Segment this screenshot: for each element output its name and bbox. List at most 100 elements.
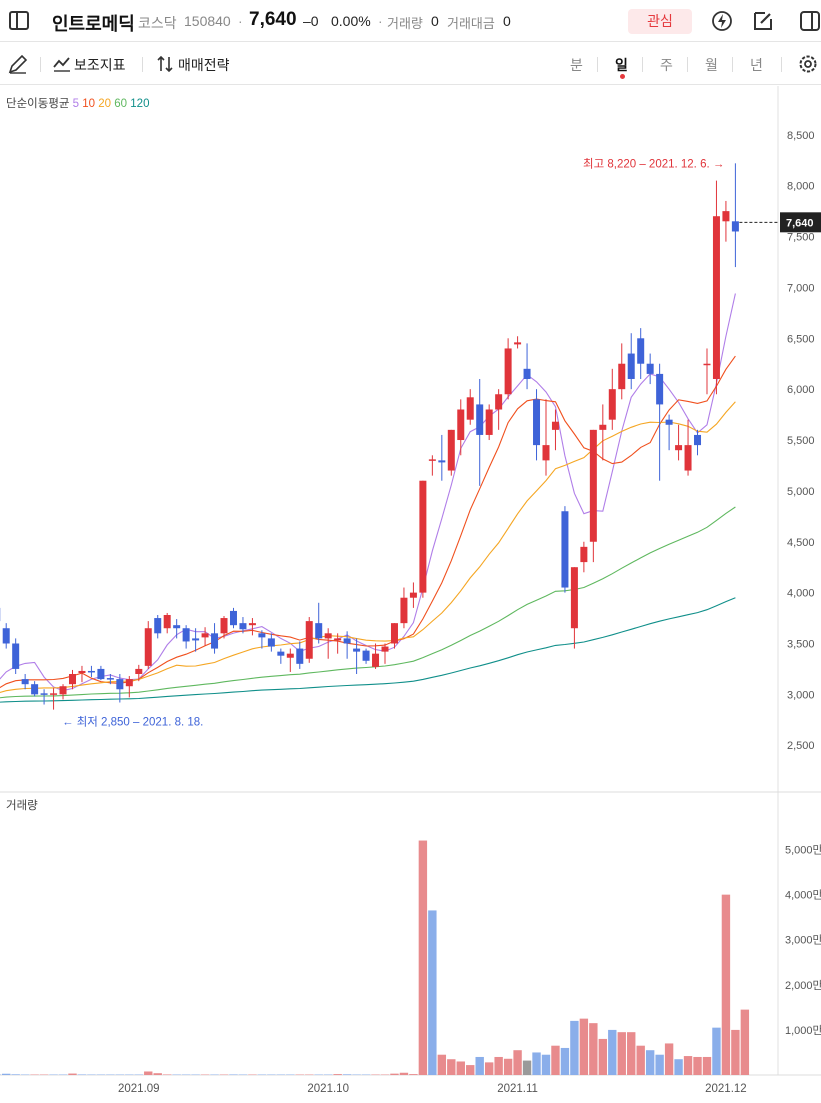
- candle-body: [248, 623, 256, 626]
- candle-body: [703, 363, 711, 366]
- y-tick-label: 6,000: [787, 384, 815, 396]
- candle-body: [712, 216, 720, 379]
- candle-body: [116, 679, 124, 690]
- period-month[interactable]: 월: [705, 57, 718, 73]
- separator-dot: ·: [238, 13, 243, 29]
- candle: [523, 343, 531, 390]
- candle-body: [87, 670, 95, 673]
- volume-bar: [11, 1074, 20, 1075]
- volume-bar: [627, 1032, 636, 1075]
- candle: [495, 389, 503, 430]
- candle: [125, 676, 133, 698]
- volume-bar: [77, 1074, 87, 1075]
- volume-bar: [494, 1056, 503, 1075]
- stock-name[interactable]: 인트로메딕: [52, 14, 135, 34]
- volume-tick-label: 5,000만: [785, 844, 821, 857]
- candle-body: [50, 693, 58, 695]
- volume-bar: [740, 1009, 750, 1075]
- ma10-line: [0, 355, 736, 689]
- period-minute[interactable]: 분: [570, 57, 583, 73]
- candle-body: [372, 653, 380, 667]
- y-tick-label: 5,000: [787, 486, 815, 498]
- period-day[interactable]: 일: [615, 57, 628, 73]
- candle: [258, 630, 266, 649]
- candle-body: [163, 615, 171, 629]
- candle-body: [618, 363, 626, 390]
- panel-icon[interactable]: [798, 9, 821, 33]
- stock-header: 인트로메딕 코스닥 150840 · 7,640 –0 0.00% · 거래량 …: [0, 0, 821, 42]
- candle: [684, 419, 692, 476]
- volume-bar: [144, 1071, 153, 1075]
- ma-legend-item: 5: [69, 98, 79, 110]
- period-week[interactable]: 주: [660, 57, 673, 73]
- candle-body: [551, 421, 559, 430]
- candle-body: [12, 643, 20, 669]
- pencil-icon[interactable]: [7, 53, 29, 75]
- candle-body: [21, 679, 29, 685]
- volume-tick-label: 1,000만: [785, 1024, 821, 1037]
- strategy-button[interactable]: 매매전략: [178, 57, 230, 73]
- stock-code: 150840: [184, 13, 231, 29]
- period-year[interactable]: 년: [750, 57, 763, 73]
- volume-bar: [532, 1052, 541, 1075]
- volume-bar: [683, 1056, 693, 1075]
- candle: [447, 429, 455, 476]
- volume-bar: [513, 1050, 522, 1075]
- candle: [21, 674, 29, 690]
- toolbar-divider: [642, 57, 643, 72]
- volume-bar: [333, 1074, 342, 1075]
- sidebar-toggle-icon[interactable]: [9, 11, 29, 30]
- candle: [144, 621, 152, 669]
- current-price: 7,640: [249, 9, 297, 30]
- candle: [163, 612, 171, 634]
- indicator-button[interactable]: 보조지표: [74, 57, 126, 73]
- candle-body: [154, 618, 162, 634]
- gear-icon[interactable]: [797, 53, 819, 75]
- y-tick-label: 2,500: [787, 740, 815, 752]
- volume-bar: [589, 1023, 598, 1075]
- candle: [722, 200, 730, 242]
- candle-body: [258, 633, 266, 638]
- edit-icon[interactable]: [751, 9, 775, 33]
- toolbar-divider: [781, 57, 782, 72]
- volume-bar: [399, 1072, 409, 1075]
- lightning-icon[interactable]: [710, 9, 734, 33]
- volume-bar: [456, 1061, 465, 1075]
- candle-body: [334, 638, 342, 641]
- candle: [182, 625, 190, 649]
- candle-body: [277, 651, 285, 656]
- candle-body: [589, 429, 597, 542]
- ma-legend-item: 20: [95, 98, 111, 110]
- candle: [694, 429, 702, 456]
- candle-body: [438, 460, 446, 463]
- candle-body: [466, 397, 474, 420]
- y-tick-label: 7,000: [787, 282, 815, 294]
- candle: [296, 641, 304, 669]
- volume-bar: [598, 1038, 608, 1075]
- price-change: –0: [303, 13, 319, 29]
- candle-body: [192, 638, 200, 641]
- ma60-line: [0, 506, 736, 699]
- candle: [608, 368, 616, 430]
- candle: [665, 414, 673, 451]
- volume-bar: [437, 1054, 447, 1075]
- x-tick-label: 2021.12: [705, 1083, 747, 1095]
- y-tick-label: 3,500: [787, 638, 815, 650]
- toolbar-divider: [40, 57, 41, 72]
- candle-body: [267, 638, 275, 647]
- candle-body: [400, 597, 408, 624]
- y-tick-label: 6,500: [787, 333, 815, 345]
- candle-body: [239, 623, 247, 630]
- volume-tick-label: 4,000만: [785, 889, 821, 902]
- candle: [40, 689, 48, 705]
- candle-body: [390, 623, 398, 644]
- candle: [485, 404, 493, 441]
- toolbar-divider: [687, 57, 688, 72]
- volume-bar: [674, 1059, 683, 1075]
- candle-body: [324, 633, 332, 639]
- volume-bar: [68, 1073, 77, 1075]
- candle-body: [722, 211, 730, 222]
- candle-body: [59, 686, 67, 695]
- favorite-button[interactable]: 관심: [628, 9, 692, 34]
